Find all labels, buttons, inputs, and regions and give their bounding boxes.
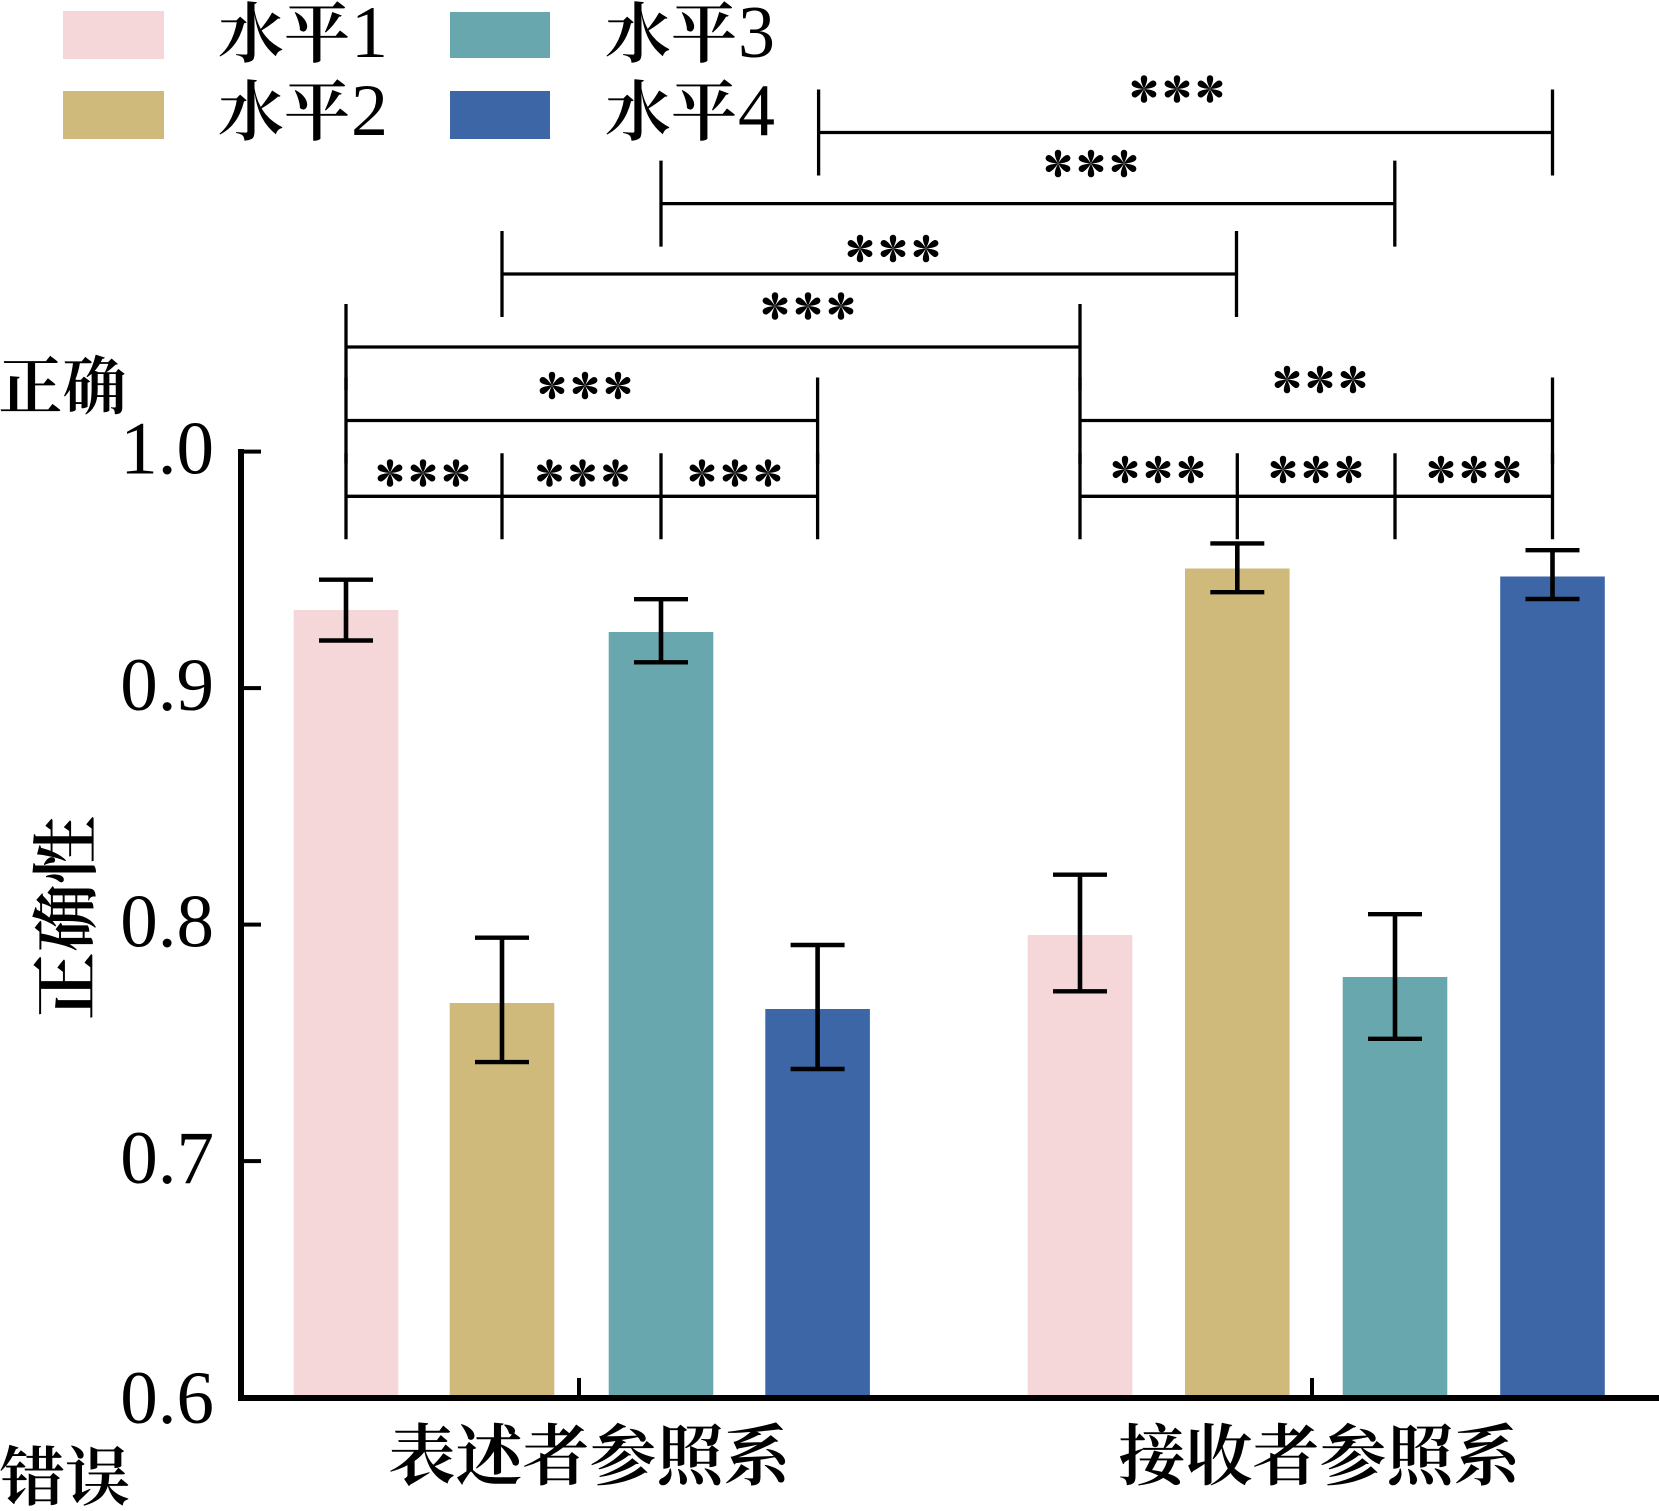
- svg-text:4: 4: [738, 70, 775, 152]
- svg-text:0.6: 0.6: [120, 1357, 214, 1440]
- svg-text:0.9: 0.9: [120, 644, 214, 727]
- svg-text:0.8: 0.8: [120, 880, 214, 963]
- svg-text:0.7: 0.7: [120, 1117, 214, 1200]
- svg-text:1: 1: [351, 0, 388, 74]
- svg-text:2: 2: [351, 70, 388, 152]
- svg-text:1.0: 1.0: [120, 407, 214, 490]
- svg-text:3: 3: [738, 0, 775, 74]
